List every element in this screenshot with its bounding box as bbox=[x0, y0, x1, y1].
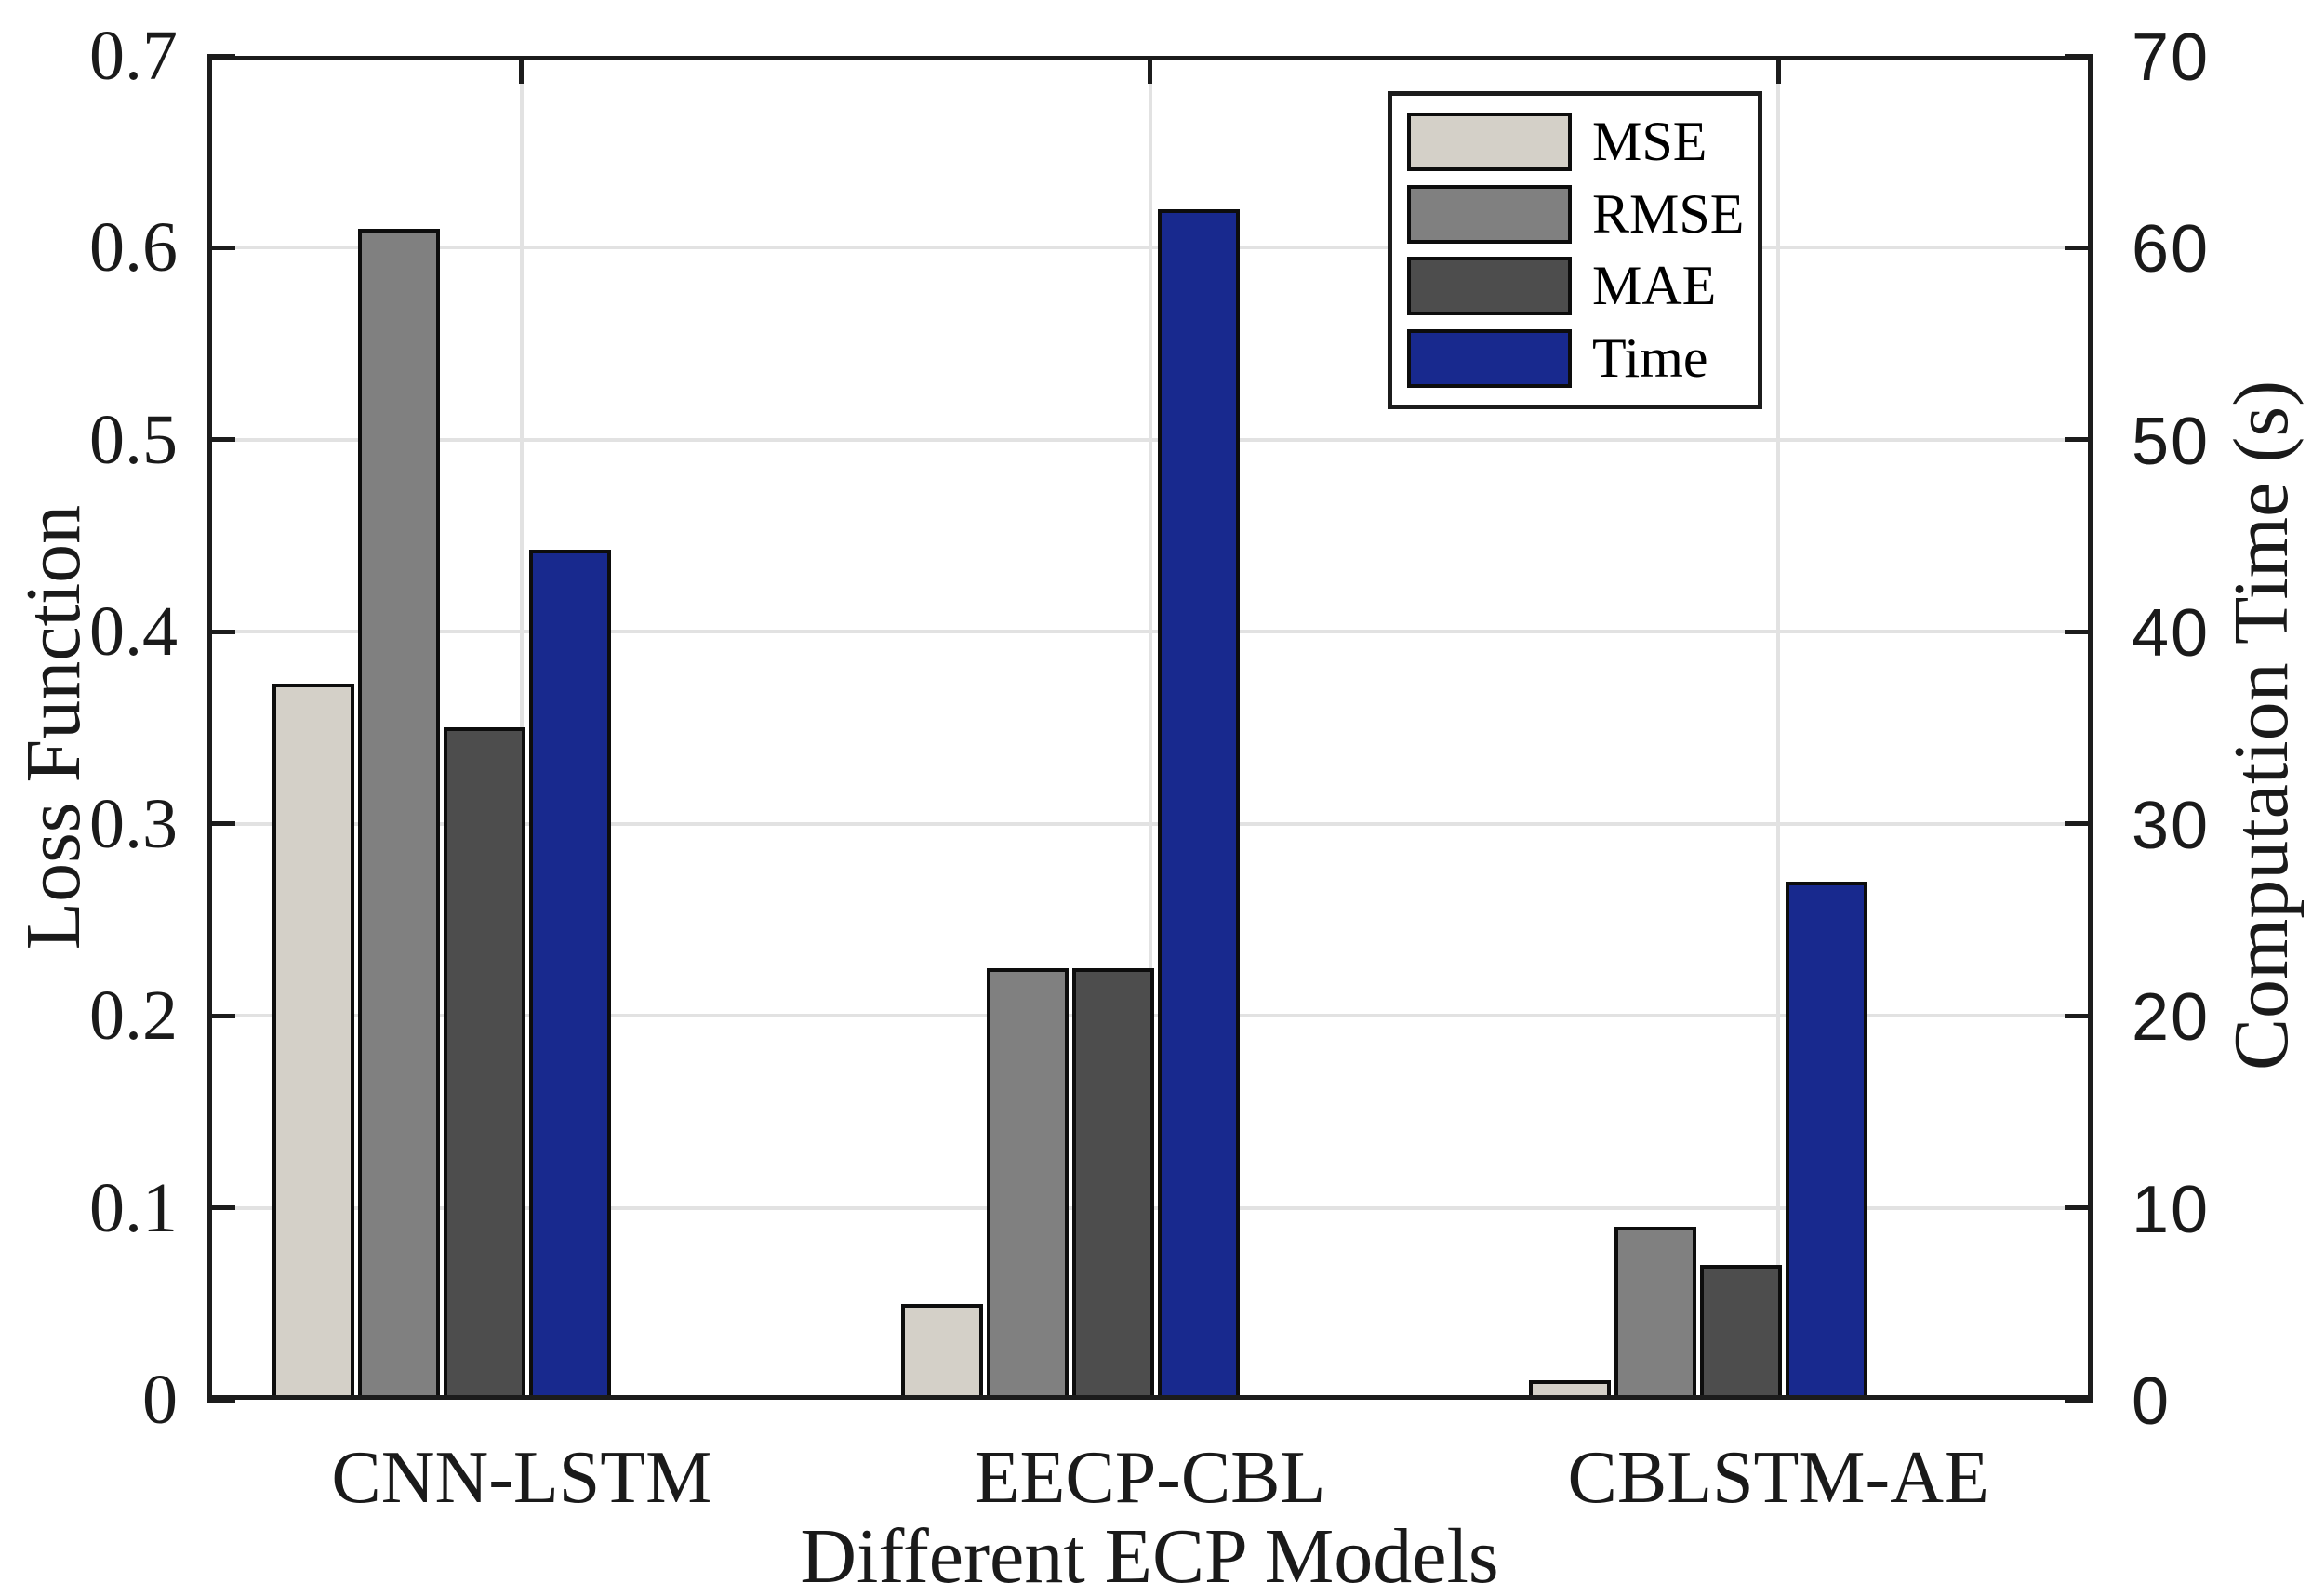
right-y-tick-label-70: 70 bbox=[2132, 20, 2211, 95]
legend-row-mse: MSE bbox=[1407, 111, 1758, 173]
legend-label-mse: MSE bbox=[1592, 111, 1707, 173]
left-y-tick-0.5 bbox=[207, 437, 235, 443]
left-y-tick-0.6 bbox=[207, 245, 235, 250]
top-x-tick-CBLSTM-AE bbox=[1775, 56, 1781, 84]
right-y-axis-title: Computation Time (s) bbox=[2218, 379, 2305, 1071]
bar-rmse-cnn-lstm bbox=[357, 229, 440, 1400]
left-y-tick-0.3 bbox=[207, 821, 235, 827]
right-y-tick-0.1 bbox=[2065, 1205, 2093, 1211]
right-y-tick-label-30: 30 bbox=[2132, 788, 2211, 863]
left-y-tick-0 bbox=[207, 1397, 235, 1403]
left-y-tick-label-0.5: 0.5 bbox=[89, 400, 178, 479]
top-x-tick-CNN-LSTM bbox=[519, 56, 525, 84]
left-y-tick-label-0.2: 0.2 bbox=[89, 977, 178, 1056]
bar-mse-eecp-cbl bbox=[900, 1304, 983, 1400]
right-y-tick-0.7 bbox=[2065, 53, 2093, 59]
right-y-tick-label-40: 40 bbox=[2132, 596, 2211, 672]
legend-label-rmse: RMSE bbox=[1592, 182, 1745, 245]
legend-row-rmse: RMSE bbox=[1407, 182, 1758, 245]
top-x-tick-EECP-CBL bbox=[1148, 56, 1152, 84]
right-y-tick-0 bbox=[2065, 1397, 2093, 1403]
x-tick-label-CNN-LSTM: CNN-LSTM bbox=[331, 1437, 712, 1519]
x-gridline-CBLSTM-AE bbox=[1776, 56, 1781, 1400]
x-tick-label-EECP-CBL: EECP-CBL bbox=[974, 1437, 1326, 1519]
left-y-tick-label-0.1: 0.1 bbox=[89, 1168, 178, 1247]
left-y-axis-title: Loss Function bbox=[10, 504, 97, 951]
bar-mae-cnn-lstm bbox=[443, 727, 525, 1400]
right-y-tick-label-50: 50 bbox=[2132, 404, 2211, 479]
bar-rmse-cblstm-ae bbox=[1614, 1227, 1697, 1400]
right-y-tick-label-10: 10 bbox=[2132, 1172, 2211, 1247]
bar-mse-cblstm-ae bbox=[1529, 1380, 1612, 1400]
legend-swatch-mae bbox=[1407, 257, 1572, 316]
right-y-tick-0.6 bbox=[2065, 245, 2093, 250]
x-gridline-EECP-CBL bbox=[1148, 56, 1152, 1400]
right-y-tick-0.4 bbox=[2065, 629, 2093, 634]
legend-label-mae: MAE bbox=[1592, 255, 1717, 317]
right-y-tick-label-0: 0 bbox=[2132, 1364, 2172, 1439]
bar-mse-cnn-lstm bbox=[272, 684, 354, 1400]
legend-label-time: Time bbox=[1592, 326, 1708, 389]
bar-time-cnn-lstm bbox=[528, 550, 611, 1400]
legend-row-time: Time bbox=[1407, 326, 1758, 389]
bar-mae-eecp-cbl bbox=[1071, 968, 1154, 1400]
left-y-tick-label-0.4: 0.4 bbox=[89, 592, 178, 672]
left-y-tick-0.7 bbox=[207, 53, 235, 59]
left-y-tick-0.1 bbox=[207, 1205, 235, 1211]
x-tick-label-CBLSTM-AE: CBLSTM-AE bbox=[1567, 1437, 1989, 1519]
plot-area: MSE RMSE MAE Time bbox=[207, 53, 2093, 1403]
legend: MSE RMSE MAE Time bbox=[1388, 91, 1762, 409]
right-y-tick-label-60: 60 bbox=[2132, 212, 2211, 287]
legend-swatch-mse bbox=[1407, 113, 1572, 172]
bar-mae-cblstm-ae bbox=[1700, 1265, 1783, 1400]
bar-rmse-eecp-cbl bbox=[986, 968, 1069, 1400]
left-y-tick-0.2 bbox=[207, 1013, 235, 1018]
bar-time-eecp-cbl bbox=[1157, 209, 1240, 1400]
left-y-tick-0.4 bbox=[207, 629, 235, 634]
right-y-tick-0.3 bbox=[2065, 821, 2093, 827]
legend-swatch-rmse bbox=[1407, 184, 1572, 244]
x-axis-title: Different ECP Models bbox=[800, 1513, 1499, 1596]
left-y-tick-label-0: 0 bbox=[142, 1361, 178, 1439]
right-y-tick-label-20: 20 bbox=[2132, 980, 2211, 1056]
left-y-tick-label-0.7: 0.7 bbox=[89, 17, 178, 95]
left-y-tick-label-0.3: 0.3 bbox=[89, 784, 178, 863]
right-y-tick-0.5 bbox=[2065, 437, 2093, 443]
legend-row-mae: MAE bbox=[1407, 255, 1758, 317]
bar-time-cblstm-ae bbox=[1786, 882, 1868, 1400]
left-y-tick-label-0.6: 0.6 bbox=[89, 208, 178, 287]
legend-swatch-time bbox=[1407, 328, 1572, 388]
right-y-tick-0.2 bbox=[2065, 1013, 2093, 1018]
